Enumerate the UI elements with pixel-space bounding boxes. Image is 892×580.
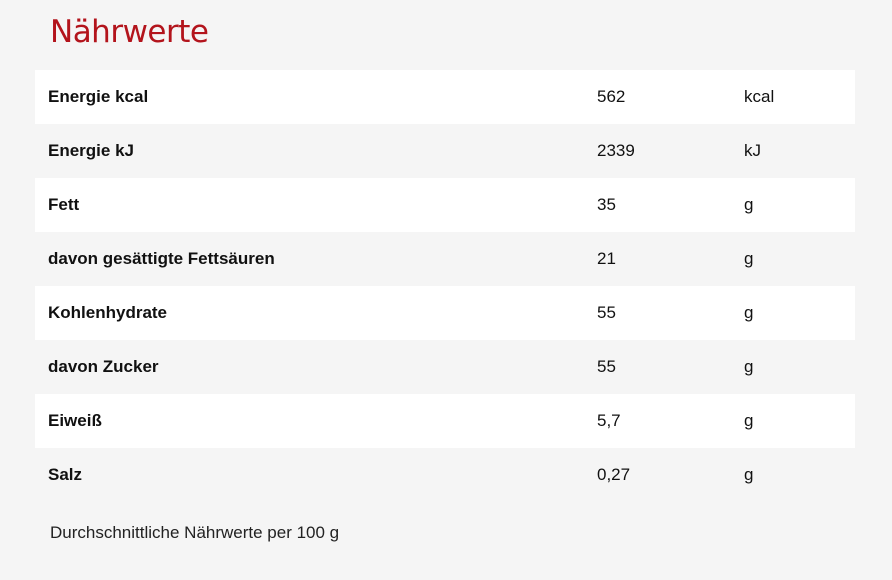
nutrient-unit: kJ (744, 141, 761, 160)
nutrient-value: 21 (597, 249, 616, 268)
nutrient-name: davon Zucker (48, 357, 159, 376)
nutrient-unit: g (744, 303, 754, 322)
nutrient-unit: g (744, 195, 754, 214)
page-title: Nährwerte (50, 14, 209, 50)
nutrient-name: Eiweiß (48, 411, 102, 430)
nutrient-value: 55 (597, 303, 616, 322)
nutrient-unit: kcal (744, 87, 775, 106)
footnote: Durchschnittliche Nährwerte per 100 g (50, 523, 340, 542)
nutrient-name: Kohlenhydrate (48, 303, 168, 322)
table-row: davon gesättigte Fettsäuren 21 g (35, 232, 855, 286)
table-row: Energie kJ 2339 kJ (35, 124, 855, 178)
table-row: Fett 35 g (35, 178, 855, 232)
nutrient-name: Salz (48, 465, 83, 484)
nutrient-unit: g (744, 357, 754, 376)
nutrient-name: Fett (48, 195, 80, 214)
table-row: Salz 0,27 g (35, 448, 855, 502)
table-row: Kohlenhydrate 55 g (35, 286, 855, 340)
nutrient-value: 2339 (597, 141, 635, 160)
nutrient-value: 35 (597, 195, 616, 214)
table-row: Energie kcal 562 kcal (35, 70, 855, 124)
table-row: davon Zucker 55 g (35, 340, 855, 394)
nutrient-name: Energie kJ (48, 141, 134, 160)
nutrient-name: Energie kcal (48, 87, 149, 106)
nutrient-value: 562 (597, 87, 626, 106)
nutrient-value: 55 (597, 357, 616, 376)
nutrition-table: Energie kcal 562 kcal Energie kJ 2339 kJ Fett 3… (35, 70, 855, 502)
nutrient-value: 5,7 (597, 411, 621, 430)
nutrient-unit: g (744, 465, 754, 484)
nutrient-name: davon gesättigte Fettsäuren (48, 249, 275, 268)
nutrient-value: 0,27 (597, 465, 631, 484)
nutrient-unit: g (744, 249, 754, 268)
nutrient-unit: g (744, 411, 754, 430)
table-row: Eiweiß 5,7 g (35, 394, 855, 448)
